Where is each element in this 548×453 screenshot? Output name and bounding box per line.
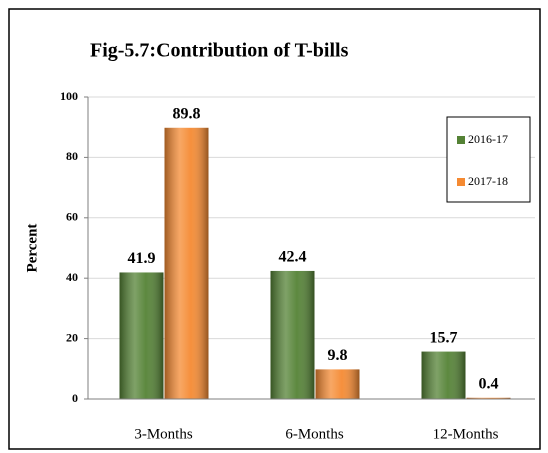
x-tick-label: 12-Months xyxy=(433,426,499,442)
data-label: 15.7 xyxy=(430,329,458,346)
y-tick-label: 60 xyxy=(66,210,78,224)
y-tick-label: 80 xyxy=(66,149,78,163)
bar-shine xyxy=(119,272,164,399)
legend-label: 2016-17 xyxy=(468,132,508,146)
data-label: 41.9 xyxy=(128,250,156,267)
y-tick-label: 100 xyxy=(60,89,78,103)
legend-box xyxy=(446,116,531,203)
bars xyxy=(119,127,511,399)
x-tick-label: 6-Months xyxy=(285,426,344,442)
bar-shine xyxy=(466,397,511,399)
chart-title: Fig-5.7:Contribution of T-bills xyxy=(90,40,349,62)
data-label: 0.4 xyxy=(479,375,499,392)
y-tick-label: 20 xyxy=(66,330,78,344)
y-tick-label: 0 xyxy=(72,391,78,405)
x-tick-label: 3-Months xyxy=(134,426,193,442)
labels: 0 20 40 60 80 100 3-Months 6-Months 12-Months 41.… xyxy=(60,89,508,443)
legend-swatch xyxy=(457,136,465,144)
data-label: 9.8 xyxy=(328,347,348,364)
bar-shine xyxy=(270,270,315,399)
legend-label: 2017-18 xyxy=(468,174,508,188)
y-tick-label: 40 xyxy=(66,270,78,284)
legend-swatch xyxy=(457,178,465,186)
bar-shine xyxy=(421,351,466,399)
data-label: 42.4 xyxy=(279,249,307,266)
bar-shine xyxy=(164,127,209,399)
bar-shine xyxy=(315,369,360,399)
data-label: 89.8 xyxy=(173,105,201,122)
y-axis-label: Percent xyxy=(24,224,40,273)
